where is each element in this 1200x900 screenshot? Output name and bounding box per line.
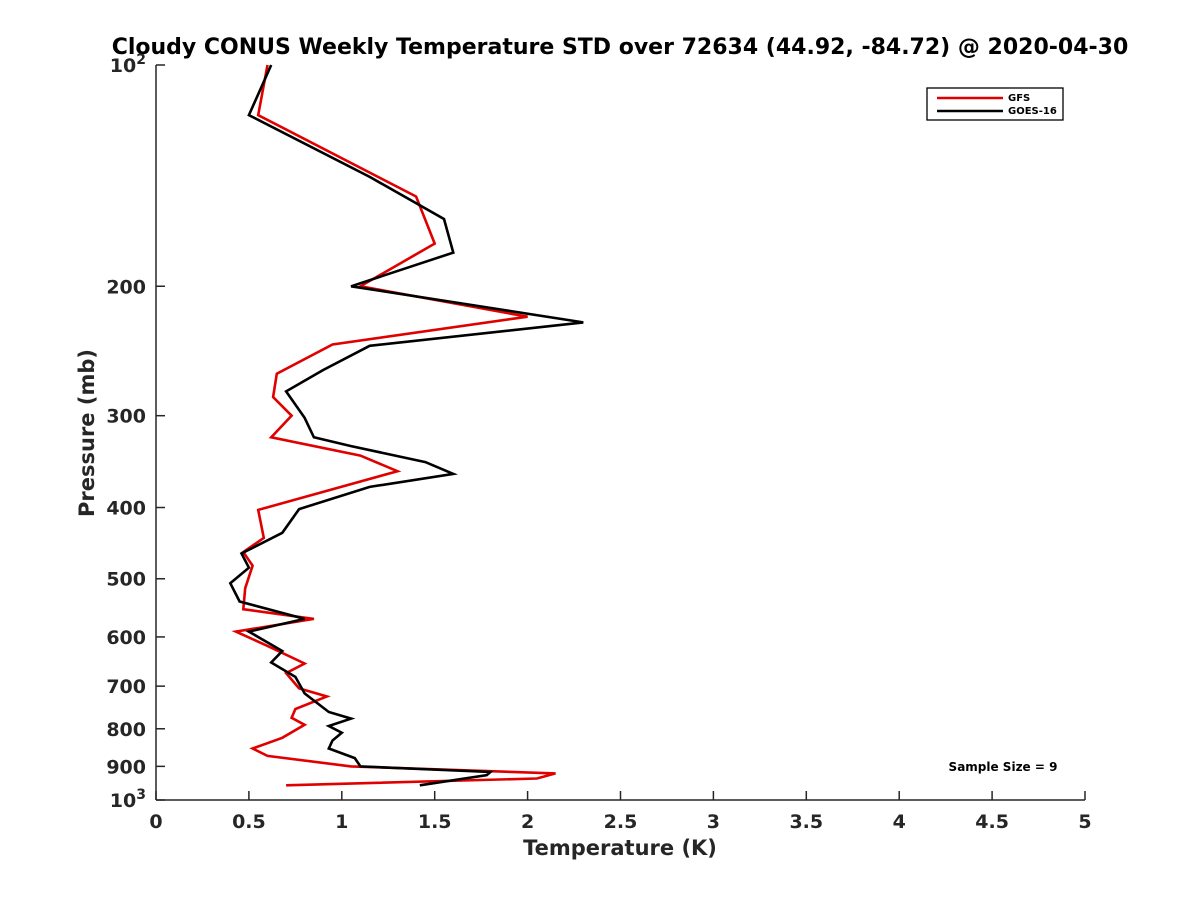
series-line-gfs <box>231 64 556 787</box>
y-axis-label: Pressure (mb) <box>75 349 99 517</box>
legend-box <box>926 87 1064 121</box>
y-tick-label: 700 <box>106 676 146 698</box>
series-group <box>228 64 584 787</box>
chart-title: Cloudy CONUS Weekly Temperature STD over… <box>112 35 1129 60</box>
legend-label-goes16: GOES-16 <box>1008 106 1057 117</box>
y-tick-group: 102 200 300 400 500 600 700 800 900 103 <box>106 52 165 812</box>
y-tick-label: 103 <box>110 787 146 812</box>
y-tick-label: 102 <box>110 52 146 77</box>
x-tick-label: 1 <box>335 811 348 833</box>
y-tick-label: 400 <box>106 498 146 520</box>
legend: GFS GOES-16 <box>926 87 1064 121</box>
x-tick-label: 4.5 <box>975 811 1009 833</box>
y-tick-label: 500 <box>106 569 146 591</box>
series-line-goes-16 <box>228 64 584 787</box>
x-tick-label: 1.5 <box>418 811 452 833</box>
x-tick-label: 4 <box>893 811 906 833</box>
x-tick-label: 5 <box>1078 811 1091 833</box>
x-tick-label: 0.5 <box>232 811 266 833</box>
x-tick-label: 2.5 <box>604 811 638 833</box>
x-tick-label: 3.5 <box>789 811 823 833</box>
y-tick-label: 800 <box>106 719 146 741</box>
legend-label-gfs: GFS <box>1008 93 1030 104</box>
x-tick-label: 3 <box>707 811 720 833</box>
y-tick-label: 200 <box>106 276 146 298</box>
x-tick-label: 2 <box>521 811 534 833</box>
y-tick-label: 900 <box>106 756 146 778</box>
sample-size-annotation: Sample Size = 9 <box>949 760 1058 774</box>
y-tick-label: 600 <box>106 627 146 649</box>
x-tick-label: 0 <box>149 811 162 833</box>
x-axis-label: Temperature (K) <box>523 836 717 860</box>
x-tick-group: 0 0.5 1 1.5 2 2.5 3 3.5 4 4.5 5 <box>149 791 1092 833</box>
y-tick-label: 300 <box>106 406 146 428</box>
